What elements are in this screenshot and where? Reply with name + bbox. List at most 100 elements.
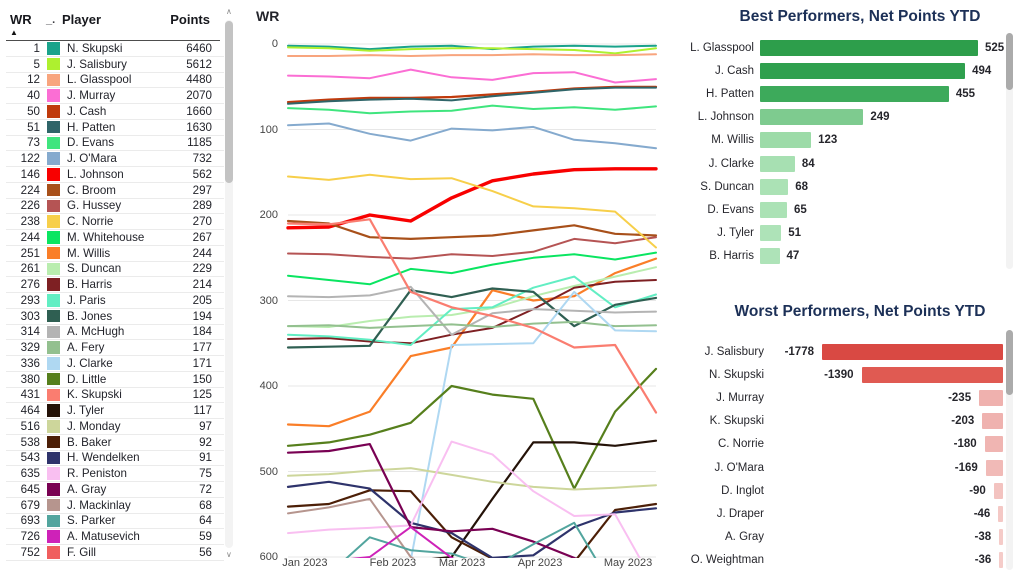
line-series[interactable]	[286, 367, 658, 490]
line-series[interactable]	[287, 86, 657, 105]
y-axis-tick-label: 0	[271, 38, 278, 50]
worst-performer-bar[interactable]	[861, 366, 1003, 383]
table-scrollbar-thumb[interactable]	[225, 21, 233, 183]
line-series[interactable]	[287, 440, 656, 558]
worst-performer-row: N. Skupski -1390	[690, 363, 1003, 386]
table-row[interactable]: 261 S. Duncan 229	[6, 262, 224, 278]
best-performer-bar[interactable]	[760, 178, 789, 195]
worst-performer-bar[interactable]	[982, 413, 1003, 430]
table-row[interactable]: 73 D. Evans 1185	[6, 136, 224, 152]
table-row[interactable]: 244 M. Whitehouse 267	[6, 230, 224, 246]
worst-scrollbar-thumb[interactable]	[1006, 330, 1013, 395]
table-scrollbar-track[interactable]	[225, 20, 233, 548]
table-row[interactable]: 431 K. Skupski 125	[6, 388, 224, 404]
table-row[interactable]: 543 H. Wendelken 91	[6, 451, 224, 467]
x-axis-tick-label: Feb 2023	[369, 557, 417, 569]
table-row[interactable]: 303 B. Jones 194	[6, 309, 224, 325]
table-row[interactable]: 516 J. Monday 97	[6, 419, 224, 435]
line-series[interactable]	[286, 287, 658, 349]
scroll-down-icon[interactable]: ∨	[226, 550, 232, 559]
table-row[interactable]: 314 A. McHugh 184	[6, 325, 224, 341]
table-row[interactable]: 40 J. Murray 2070	[6, 88, 224, 104]
column-header-player[interactable]: Player	[62, 12, 102, 27]
worst-performer-bar[interactable]	[998, 505, 1003, 522]
best-scrollbar-track[interactable]	[1006, 33, 1013, 269]
table-row[interactable]: 50 J. Cash 1660	[6, 104, 224, 120]
line-series[interactable]	[286, 480, 658, 558]
worst-performer-bar[interactable]	[985, 459, 1003, 476]
best-scrollbar-thumb[interactable]	[1006, 33, 1013, 90]
table-row[interactable]: 336 J. Clarke 171	[6, 356, 224, 372]
line-series[interactable]	[287, 173, 657, 249]
scroll-up-icon[interactable]: ∧	[226, 7, 232, 16]
worst-performer-bar[interactable]	[999, 552, 1003, 569]
table-row[interactable]: 293 J. Paris 205	[6, 293, 224, 309]
table-row[interactable]: 224 C. Broom 297	[6, 183, 224, 199]
line-series[interactable]	[287, 46, 657, 55]
column-header-points[interactable]: Points	[170, 12, 210, 27]
line-series[interactable]	[287, 279, 657, 345]
table-row[interactable]: 752 F. Gill 56	[6, 545, 224, 561]
line-series[interactable]	[288, 439, 658, 558]
line-series[interactable]	[287, 275, 657, 346]
best-performer-bar[interactable]	[760, 62, 966, 79]
worst-performer-bar[interactable]	[822, 343, 1003, 360]
table-row[interactable]: 1 N. Skupski 6460	[6, 41, 224, 57]
line-series[interactable]	[287, 320, 657, 329]
worst-performer-bar[interactable]	[993, 482, 1003, 499]
cell-player: J. Murray	[67, 89, 116, 103]
line-series[interactable]	[287, 53, 657, 57]
cell-wr: 244	[20, 230, 40, 244]
worst-performer-name: O. Weightman	[690, 554, 764, 567]
table-row[interactable]: 238 C. Norrie 270	[6, 214, 224, 230]
line-series[interactable]	[287, 68, 657, 84]
table-row[interactable]: 726 A. Matusevich 59	[6, 529, 224, 545]
table-row[interactable]: 329 A. Fery 177	[6, 340, 224, 356]
line-series[interactable]	[288, 526, 656, 558]
wr-line-chart-svg[interactable]	[286, 38, 658, 558]
line-series[interactable]	[288, 521, 656, 558]
line-series[interactable]	[287, 122, 657, 150]
table-row[interactable]: 251 M. Willis 244	[6, 246, 224, 262]
table-row[interactable]: 122 J. O'Mara 732	[6, 151, 224, 167]
table-row[interactable]: 679 J. Mackinlay 68	[6, 498, 224, 514]
best-performer-bar[interactable]	[760, 39, 978, 56]
best-performer-bar[interactable]	[760, 85, 949, 102]
best-performer-bar[interactable]	[760, 248, 780, 265]
worst-performer-bar[interactable]	[999, 529, 1003, 546]
best-performer-bar[interactable]	[760, 109, 864, 126]
line-series[interactable]	[288, 290, 657, 558]
table-row[interactable]: 12 L. Glasspool 4480	[6, 73, 224, 89]
table-row[interactable]: 146 L. Johnson 562	[6, 167, 224, 183]
line-series[interactable]	[287, 236, 657, 260]
line-series[interactable]	[287, 251, 657, 286]
line-series[interactable]	[287, 467, 657, 491]
line-series[interactable]	[286, 219, 658, 240]
worst-performer-bar[interactable]	[984, 436, 1003, 453]
table-row[interactable]: 380 D. Little 150	[6, 372, 224, 388]
player-color-swatch	[47, 467, 60, 480]
best-performer-bar[interactable]	[760, 225, 782, 242]
column-header-wr[interactable]: WR	[10, 12, 32, 27]
table-row[interactable]: 276 B. Harris 214	[6, 277, 224, 293]
line-series[interactable]	[287, 104, 657, 115]
table-row[interactable]: 5 J. Salisbury 5612	[6, 57, 224, 73]
line-series[interactable]	[286, 443, 656, 558]
table-row[interactable]: 538 B. Baker 92	[6, 435, 224, 451]
table-row[interactable]: 226 G. Hussey 289	[6, 199, 224, 215]
sort-ascending-icon[interactable]: ▲	[10, 28, 18, 37]
table-row[interactable]: 645 A. Gray 72	[6, 482, 224, 498]
table-row[interactable]: 635 R. Peniston 75	[6, 466, 224, 482]
worst-scrollbar-track[interactable]	[1006, 330, 1013, 570]
table-row[interactable]: 464 J. Tyler 117	[6, 403, 224, 419]
table-row[interactable]: 693 S. Parker 64	[6, 514, 224, 530]
worst-performer-bar[interactable]	[979, 389, 1003, 406]
table-row[interactable]: 51 H. Patten 1630	[6, 120, 224, 136]
column-header-swatch[interactable]: _.	[46, 14, 56, 26]
line-series[interactable]	[286, 218, 658, 414]
best-performer-bar[interactable]	[760, 155, 795, 172]
line-series[interactable]	[286, 489, 658, 558]
line-series[interactable]	[287, 497, 656, 558]
best-performer-bar[interactable]	[760, 132, 812, 149]
best-performer-bar[interactable]	[760, 201, 787, 218]
